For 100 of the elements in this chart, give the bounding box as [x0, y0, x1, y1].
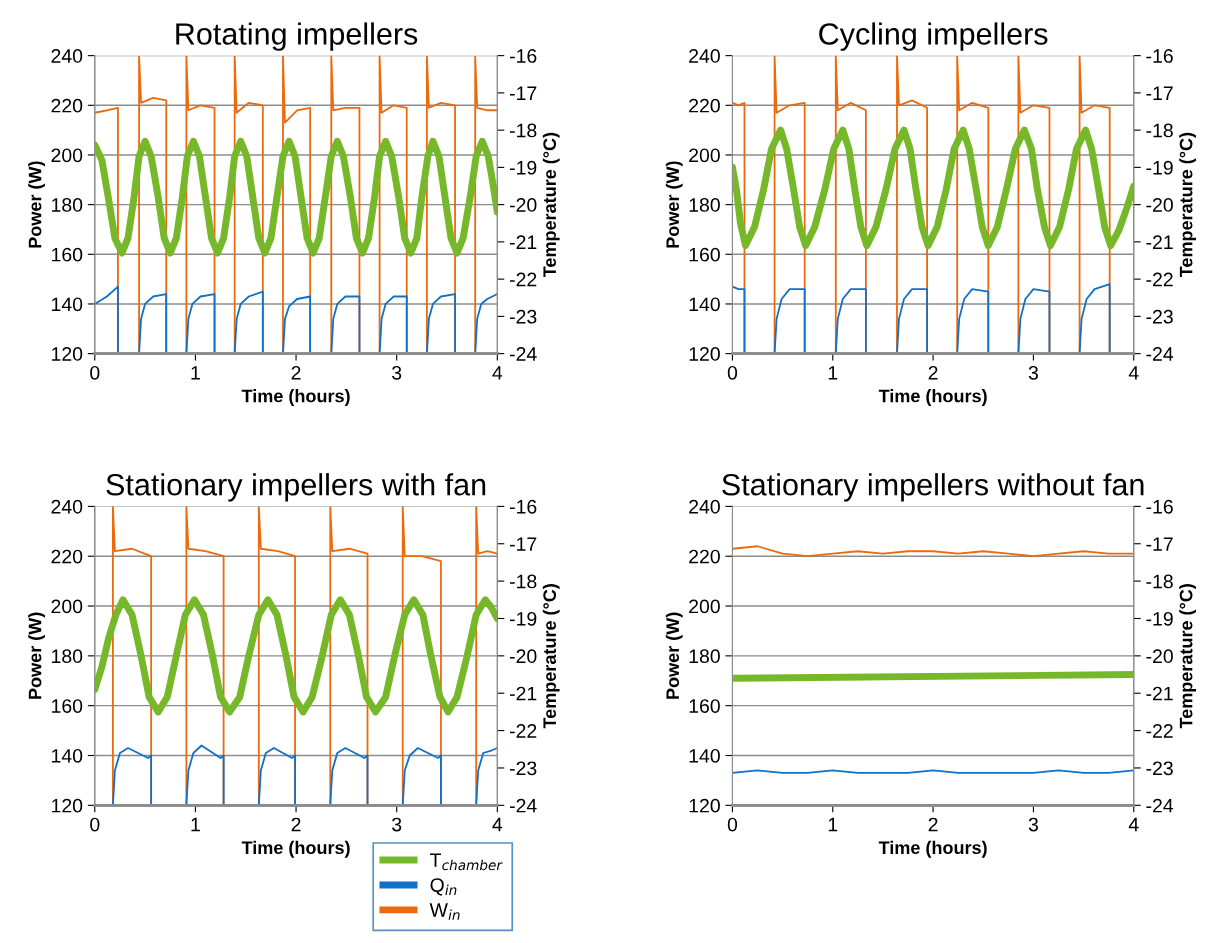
y2-tick-label: -21	[509, 686, 537, 701]
x-tick-label: 0	[90, 365, 100, 380]
y-tick-label: 200	[51, 148, 83, 163]
chart-title: Cycling impellers	[819, 22, 1048, 51]
y2-tick-label: -23	[509, 309, 537, 324]
y-tick-label: 140	[52, 297, 83, 312]
y2-tick-label: -16	[509, 499, 537, 514]
chart-title: Rotating impellers	[176, 22, 418, 51]
y-tick-label: 180	[52, 198, 83, 212]
y2-tick-label: -19	[509, 611, 537, 626]
y-tick-label: 180	[52, 649, 83, 664]
y-tick-label: 220	[51, 549, 83, 564]
x-tick-label: 3	[1028, 817, 1038, 832]
x-tick-label: 4	[1128, 817, 1139, 832]
y-tick-label: 220	[51, 98, 83, 113]
y2-tick-label: -17	[509, 86, 537, 100]
x-tick-label: 2	[291, 817, 301, 832]
y2-tick-label: -21	[1146, 686, 1173, 701]
y-tick-label: 160	[52, 247, 83, 262]
y2-tick-label: -23	[509, 761, 537, 776]
y-tick-label: 160	[52, 699, 83, 713]
y-tick-label: 220	[689, 98, 720, 113]
y2-tick-label: -18	[509, 574, 537, 589]
y-tick-label: 200	[689, 148, 720, 163]
y2-tick-label: -22	[1146, 724, 1173, 738]
y2-tick-label: -18	[1146, 123, 1173, 138]
legend-label: W$_{in}$	[429, 903, 460, 920]
y-tick-label: 160	[689, 699, 720, 713]
y2-tick-label: -23	[1146, 309, 1173, 324]
x-axis-title: Time (hours)	[878, 389, 987, 406]
legend-label: T$_{chamber}$	[430, 853, 503, 871]
y2-tick-label: -16	[509, 49, 537, 63]
y-axis-title: Power (W)	[665, 161, 683, 248]
x-tick-label: 1	[191, 817, 200, 832]
y-tick-label: 120	[689, 347, 720, 361]
y-tick-label: 140	[689, 297, 720, 312]
y2-axis-title: Temperature (°C)	[542, 584, 560, 729]
y2-tick-label: -17	[1146, 86, 1173, 100]
y-tick-label: 180	[689, 198, 720, 212]
y-tick-label: 120	[52, 347, 83, 361]
x-tick-label: 2	[291, 365, 301, 380]
x-tick-label: 4	[492, 366, 503, 380]
x-tick-label: 1	[191, 366, 200, 380]
x-tick-label: 0	[727, 365, 738, 380]
y2-tick-label: -24	[509, 798, 537, 813]
x-axis-title: Time (hours)	[878, 840, 987, 858]
y-tick-label: 240	[51, 499, 83, 514]
y-tick-label: 140	[52, 748, 83, 763]
x-tick-label: 4	[1128, 366, 1139, 380]
x-axis-title: Time (hours)	[241, 389, 350, 406]
x-tick-label: 3	[1028, 365, 1038, 380]
y2-tick-label: -19	[509, 160, 537, 175]
y2-tick-label: -17	[1146, 537, 1173, 551]
y2-tick-label: -20	[1146, 649, 1173, 664]
x-tick-label: 1	[828, 366, 838, 380]
y2-tick-label: -17	[509, 537, 537, 551]
y-tick-label: 240	[689, 499, 720, 514]
x-tick-label: 2	[928, 817, 938, 832]
y2-tick-label: -24	[1146, 798, 1174, 813]
y-axis-title: Power (W)	[28, 161, 45, 248]
y-tick-label: 240	[689, 49, 720, 63]
y-tick-label: 120	[689, 798, 720, 813]
y2-tick-label: -16	[1146, 499, 1173, 514]
y2-axis-title: Temperature (°C)	[1179, 132, 1197, 278]
x-tick-label: 2	[928, 365, 938, 380]
y-axis-title: Power (W)	[665, 612, 683, 699]
x-tick-label: 3	[392, 817, 402, 832]
x-tick-label: 4	[492, 817, 503, 832]
y2-tick-label: -24	[509, 347, 537, 361]
chart-title: Stationary impellers without fan	[722, 473, 1144, 502]
y2-axis-title: Temperature (°C)	[542, 132, 560, 278]
y2-tick-label: -20	[509, 198, 537, 212]
y-tick-label: 220	[689, 549, 720, 564]
y2-tick-label: -18	[509, 123, 537, 138]
x-tick-label: 0	[90, 817, 100, 832]
y-axis-title: Power (W)	[28, 612, 45, 699]
y-tick-label: 120	[52, 798, 83, 813]
y-tick-label: 140	[689, 748, 720, 763]
y2-tick-label: -22	[509, 272, 537, 287]
x-tick-label: 1	[828, 817, 838, 832]
y-tick-label: 200	[689, 599, 720, 614]
y2-tick-label: -21	[1146, 235, 1173, 249]
y2-tick-label: -22	[509, 724, 537, 738]
y-tick-label: 240	[51, 49, 83, 63]
y2-tick-label: -16	[1146, 49, 1173, 63]
y2-tick-label: -21	[509, 235, 537, 249]
y2-tick-label: -20	[509, 649, 537, 664]
y2-tick-label: -18	[1146, 574, 1173, 589]
line-series	[94, 285, 498, 354]
y-tick-label: 180	[689, 649, 720, 664]
y2-tick-label: -19	[1146, 611, 1173, 626]
legend-label: Q$_{in}$	[430, 878, 457, 896]
y2-tick-label: -24	[1146, 347, 1174, 361]
x-tick-label: 3	[392, 365, 402, 380]
y-tick-label: 200	[51, 599, 83, 614]
y-tick-label: 160	[689, 247, 720, 262]
x-tick-label: 0	[727, 817, 738, 832]
line-series	[732, 545, 1134, 558]
chart-title: Stationary impellers with fan	[106, 473, 486, 502]
y2-tick-label: -20	[1146, 198, 1173, 212]
